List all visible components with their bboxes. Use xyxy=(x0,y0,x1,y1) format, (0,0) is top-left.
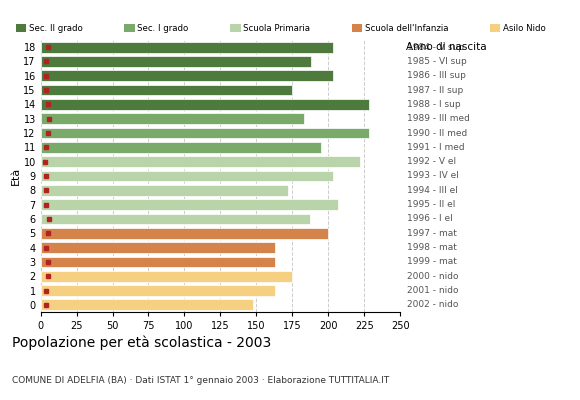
Bar xyxy=(41,113,304,124)
Bar xyxy=(41,85,292,96)
Text: 1985 - VI sup: 1985 - VI sup xyxy=(407,57,467,66)
Text: 2001 - nido: 2001 - nido xyxy=(407,286,459,295)
Text: 1994 - III el: 1994 - III el xyxy=(407,186,458,195)
Bar xyxy=(41,242,275,253)
Bar xyxy=(41,171,332,181)
Bar xyxy=(41,99,368,110)
Bar xyxy=(41,228,328,239)
Bar xyxy=(41,185,288,196)
Bar xyxy=(41,128,368,138)
Text: 1993 - IV el: 1993 - IV el xyxy=(407,172,459,180)
Bar xyxy=(41,256,275,267)
Text: COMUNE DI ADELFIA (BA) · Dati ISTAT 1° gennaio 2003 · Elaborazione TUTTITALIA.IT: COMUNE DI ADELFIA (BA) · Dati ISTAT 1° g… xyxy=(12,376,389,385)
Text: 1988 - I sup: 1988 - I sup xyxy=(407,100,461,109)
Text: 1995 - II el: 1995 - II el xyxy=(407,200,456,209)
Bar xyxy=(41,142,321,153)
Text: 1996 - I el: 1996 - I el xyxy=(407,214,453,224)
Bar xyxy=(41,42,332,52)
Y-axis label: Età: Età xyxy=(10,167,20,185)
Bar xyxy=(41,285,275,296)
Text: 1999 - mat: 1999 - mat xyxy=(407,257,457,266)
Text: 1990 - II med: 1990 - II med xyxy=(407,128,467,138)
Text: 1991 - I med: 1991 - I med xyxy=(407,143,465,152)
Text: 2002 - nido: 2002 - nido xyxy=(407,300,459,309)
Bar xyxy=(41,199,338,210)
Text: Popolazione per età scolastica - 2003: Popolazione per età scolastica - 2003 xyxy=(12,336,271,350)
Bar xyxy=(41,70,332,81)
Text: 2000 - nido: 2000 - nido xyxy=(407,272,459,281)
Bar xyxy=(41,214,310,224)
Bar xyxy=(41,271,292,282)
Legend: Sec. II grado, Sec. I grado, Scuola Primaria, Scuola dell'Infanzia, Asilo Nido, : Sec. II grado, Sec. I grado, Scuola Prim… xyxy=(16,24,580,33)
Text: Anno di nascita: Anno di nascita xyxy=(406,42,487,52)
Bar xyxy=(41,56,311,67)
Text: 1997 - mat: 1997 - mat xyxy=(407,229,457,238)
Text: 1987 - II sup: 1987 - II sup xyxy=(407,86,463,95)
Text: 1989 - III med: 1989 - III med xyxy=(407,114,470,123)
Text: 1984 - V sup: 1984 - V sup xyxy=(407,43,465,52)
Bar xyxy=(41,300,253,310)
Bar xyxy=(41,156,360,167)
Text: 1992 - V el: 1992 - V el xyxy=(407,157,456,166)
Text: 1998 - mat: 1998 - mat xyxy=(407,243,457,252)
Text: 1986 - III sup: 1986 - III sup xyxy=(407,71,466,80)
